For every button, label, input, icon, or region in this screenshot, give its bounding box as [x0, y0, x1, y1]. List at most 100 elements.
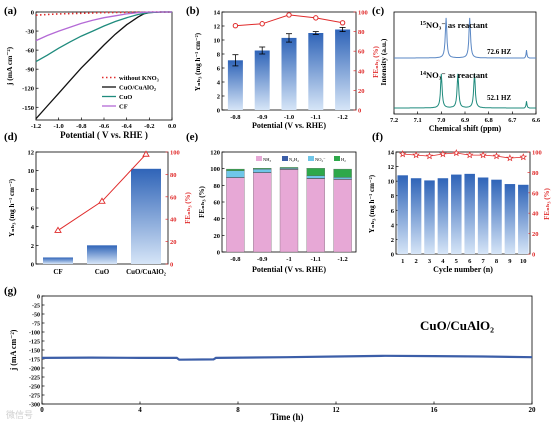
- f-x-tick-label: 5: [455, 258, 459, 265]
- c-x-tick-label: 6.7: [508, 117, 517, 124]
- a-series-line: [35, 11, 172, 42]
- g-y-tick-label: -225: [29, 376, 40, 382]
- f-fe-point: [479, 151, 487, 159]
- a-x-tick-label: -0.6: [99, 123, 110, 130]
- nmr-bottom-text: NO₃⁻ as reactant: [426, 70, 488, 80]
- f-x-tick-label: 9: [508, 258, 512, 265]
- b-fe-point: [232, 23, 239, 29]
- g-y-tick-label: -200: [29, 367, 40, 373]
- c-x-tick-label: 7.0: [437, 117, 445, 124]
- f-y-tick-label: 12: [388, 164, 395, 171]
- a-x-tick-label: -1.0: [54, 123, 64, 130]
- d-y-tick-label: 2: [31, 243, 34, 250]
- f-bar: [464, 173, 475, 254]
- d-y-tick-label: 4: [31, 224, 35, 231]
- watermark: 微信号: [6, 409, 33, 421]
- f-frame: [395, 151, 531, 255]
- c-x-tick-label: 7.1: [414, 117, 422, 124]
- d-y2-tick-label: 40: [170, 217, 177, 224]
- b-bar: [308, 33, 324, 110]
- c-x-tick-label: 6.9: [461, 117, 470, 124]
- e-bar-segment: [306, 178, 325, 253]
- f-x-tick-label: 1: [401, 258, 404, 265]
- f-bar: [437, 178, 449, 254]
- a-y-tick-label: -60: [25, 48, 34, 55]
- f-y2-tick-label: 80: [532, 170, 539, 177]
- e-legend-swatch: [334, 156, 340, 161]
- g-legend: CuO/CuAlO₂: [420, 318, 494, 333]
- d-fe-point: [98, 197, 106, 204]
- c-x-tick-label: 6.6: [532, 117, 541, 124]
- b-ylabel: Yₙₕ₃ (mg h⁻¹ cm⁻²): [194, 32, 202, 91]
- b-y-tick-label: 6: [217, 66, 221, 73]
- f-fe-point: [492, 152, 501, 160]
- d-y2label: FEₙₕ₃ (%): [184, 191, 192, 223]
- d-x-tick-label: CuO: [95, 268, 110, 276]
- c-xlabel: Chemical shift (ppm): [429, 124, 502, 133]
- panel-d: 0 2 4 6 8 10 12 0 20 40 60 80 100 CF CuO CuO/CuAlO₂ Yₙₕ₃…: [8, 150, 192, 277]
- g-x-tick-label: 16: [431, 406, 439, 414]
- f-bar: [451, 174, 462, 254]
- b-bar: [254, 50, 270, 110]
- e-bar-segment: [279, 167, 299, 169]
- panel-label-f: (f): [372, 131, 383, 143]
- e-x-tick-label: -0.8: [230, 256, 241, 263]
- a-y-tick-label: -120: [22, 86, 34, 93]
- b-x-tick-label: -0.8: [230, 114, 241, 121]
- panel-a: 0 -30 -60 -90 -120 -150 -1.2 -1.0 -0.8 -0.6 -0.4 -0…: [5, 10, 176, 141]
- b-bar: [227, 60, 243, 110]
- a-x-tick-label: 0.0: [168, 123, 176, 130]
- g-ylabel: j (mA cm⁻²): [9, 329, 18, 371]
- f-y-tick-label: 4: [391, 222, 395, 229]
- nmr-top-text: NO₃⁻ as reactant: [426, 20, 488, 30]
- b-fe-point: [313, 15, 319, 21]
- e-bar-segment: [226, 170, 245, 178]
- g-xlabel: Time (h): [270, 412, 303, 422]
- a-legend-label: CuO: [119, 94, 132, 101]
- f-y2-tick-label: 100: [532, 150, 542, 157]
- g-y-tick-label: -150: [29, 349, 40, 355]
- g-x-tick-label: 8: [236, 406, 240, 414]
- e-legend-label: H₂: [341, 157, 346, 162]
- d-ylabel: Yₙₕ₃ (mg h⁻¹ cm⁻²): [8, 178, 16, 237]
- g-y-tick-label: -50: [32, 313, 40, 319]
- f-y-tick-label: 10: [388, 179, 395, 186]
- e-bar-segment: [306, 175, 325, 179]
- f-x-tick-label: 4: [441, 258, 445, 265]
- f-y-tick-label: 2: [391, 237, 394, 244]
- b-y-tick-label: 2: [217, 94, 220, 101]
- e-bar-segment: [279, 169, 299, 253]
- panel-label-c: (c): [372, 5, 385, 17]
- d-y-tick-label: 6: [31, 206, 35, 213]
- b-x-tick-label: -1.2: [337, 114, 347, 121]
- b-y2-tick-label: 0: [358, 108, 361, 115]
- a-series-line: [35, 11, 172, 120]
- e-bar-segment: [306, 168, 325, 176]
- a-y-tick-label: -150: [22, 105, 34, 112]
- d-y2-tick-label: 0: [170, 262, 173, 269]
- b-y2-tick-label: 80: [358, 29, 365, 36]
- e-y-tick-label: 60: [214, 200, 221, 207]
- g-y-tick-label: 0: [37, 295, 40, 301]
- b-fe-point: [339, 20, 346, 26]
- b-y-tick-label: 0: [217, 108, 220, 115]
- f-ylabel: Yₙₕ₃ (mg h⁻¹ cm⁻²): [368, 174, 376, 233]
- panel-label-a: (a): [4, 5, 17, 17]
- b-y2-tick-label: 40: [358, 68, 365, 75]
- e-bar-segment: [253, 172, 272, 253]
- a-frame: [35, 11, 173, 121]
- f-y-tick-label: 6: [391, 208, 395, 215]
- g-x-tick-label: 0: [40, 406, 44, 414]
- e-ylabel: FEₙₕ₃ (%): [198, 185, 206, 217]
- f-fe-point: [519, 153, 528, 161]
- e-y-tick-label: 0: [217, 250, 220, 257]
- c-x-tick-label: 7.2: [390, 117, 398, 124]
- a-y-tick-label: -90: [25, 67, 34, 74]
- f-bar: [397, 175, 408, 254]
- d-bar: [87, 245, 117, 264]
- d-bar: [131, 168, 161, 264]
- b-y-tick-label: 10: [214, 38, 221, 45]
- b-y-tick-label: 12: [214, 24, 221, 31]
- b-xlabel: Potential (V vs. RHE): [252, 121, 326, 130]
